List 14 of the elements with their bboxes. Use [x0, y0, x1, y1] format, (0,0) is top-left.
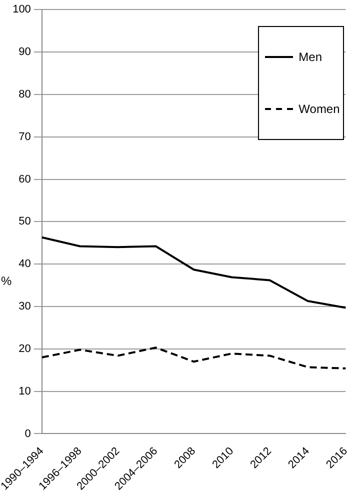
y-tick-label: 70	[18, 130, 31, 143]
legend-label: Men	[298, 50, 322, 64]
y-tick-label: 60	[18, 173, 31, 186]
y-tick-label: 0	[24, 428, 31, 440]
y-tick-label: 10	[18, 385, 31, 398]
y-tick-label: 30	[18, 300, 31, 313]
legend-label: Women	[298, 102, 340, 116]
y-tick-label: 100	[12, 4, 31, 16]
y-tick-label: 90	[18, 46, 31, 58]
y-tick-label: 20	[18, 342, 31, 355]
y-tick-label: 40	[18, 258, 31, 270]
y-axis-title: %	[1, 274, 12, 288]
y-tick-label: 80	[18, 88, 31, 100]
y-tick-label: 50	[18, 216, 31, 228]
